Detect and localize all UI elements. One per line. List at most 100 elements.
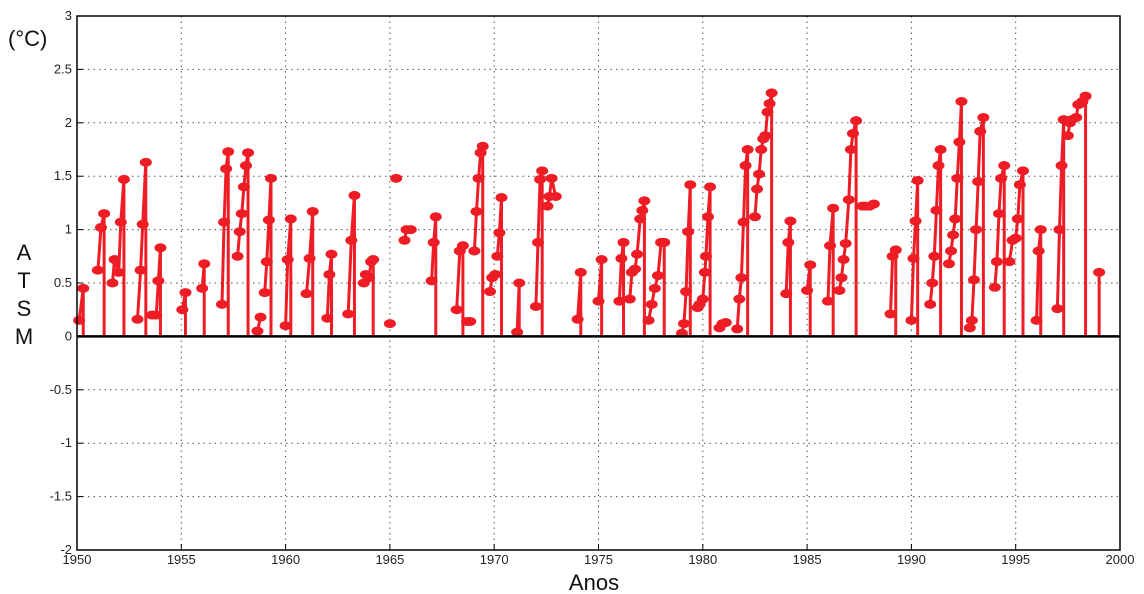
data-point <box>112 267 125 277</box>
data-point <box>574 267 587 277</box>
series-line <box>947 101 963 265</box>
data-point <box>846 128 859 138</box>
data-point <box>974 126 987 136</box>
data-point <box>456 241 469 251</box>
y-tick-label: 1 <box>65 222 72 237</box>
data-point <box>837 255 850 265</box>
data-point <box>491 251 504 261</box>
data-point <box>704 182 717 192</box>
data-point <box>631 249 644 259</box>
series-line <box>111 179 126 284</box>
data-point <box>260 257 273 267</box>
data-point <box>967 275 980 285</box>
x-tick-label: 1975 <box>584 552 613 567</box>
data-point <box>73 315 86 325</box>
data-point <box>784 216 797 226</box>
data-point <box>821 296 834 306</box>
data-point <box>804 260 817 270</box>
data-point <box>233 227 246 237</box>
data-point <box>949 214 962 224</box>
series-line <box>1055 119 1066 309</box>
data-point <box>1053 225 1066 235</box>
series-line <box>545 176 558 207</box>
data-point <box>907 253 920 263</box>
data-point <box>300 289 313 299</box>
data-point <box>884 309 897 319</box>
series-line <box>515 282 521 333</box>
data-point <box>279 321 292 331</box>
data-point <box>924 299 937 309</box>
data-point <box>719 318 732 328</box>
data-point <box>945 246 958 256</box>
data-point <box>218 217 231 227</box>
data-point <box>114 217 127 227</box>
y-axis-label-letter: T <box>17 268 30 293</box>
y-tick-label: -2 <box>60 542 72 557</box>
data-point <box>262 215 275 225</box>
data-point <box>468 246 481 256</box>
data-point <box>1034 225 1047 235</box>
grid-lines <box>77 16 1120 550</box>
data-point <box>472 173 485 183</box>
data-point <box>390 173 403 183</box>
x-axis-label: Anos <box>569 570 619 594</box>
data-point <box>763 99 776 109</box>
data-point <box>678 319 691 329</box>
data-point <box>942 259 955 269</box>
data-point <box>926 278 939 288</box>
data-point <box>638 196 651 206</box>
data-point <box>911 175 924 185</box>
data-point <box>242 148 255 158</box>
data-point <box>231 251 244 261</box>
data-point <box>98 209 111 219</box>
data-point <box>623 294 636 304</box>
data-point <box>636 205 649 215</box>
data-point <box>196 283 209 293</box>
data-point <box>77 283 90 293</box>
data-point <box>470 206 483 216</box>
data-point <box>281 255 294 265</box>
data-point <box>342 309 355 319</box>
data-point <box>731 324 744 334</box>
x-tick-label: 1950 <box>63 552 92 567</box>
data-point <box>934 145 947 154</box>
data-point <box>613 296 626 306</box>
y-axis-label-letter: M <box>15 324 33 349</box>
data-point <box>733 294 746 304</box>
data-point <box>571 314 584 324</box>
data-point <box>1093 267 1106 277</box>
data-point <box>383 319 396 329</box>
data-point <box>254 312 267 322</box>
data-point <box>235 209 248 219</box>
data-point <box>534 174 547 184</box>
data-point <box>928 251 941 261</box>
series-line <box>263 178 273 293</box>
data-point <box>150 310 163 320</box>
data-point <box>993 209 1006 219</box>
data-point <box>1011 214 1024 224</box>
data-point <box>323 269 336 279</box>
data-point <box>990 257 1003 267</box>
x-tick-label: 1980 <box>688 552 717 567</box>
data-point <box>154 243 167 253</box>
series-line <box>576 272 583 320</box>
data-point <box>930 205 943 215</box>
data-point <box>909 216 922 226</box>
data-point <box>215 299 228 309</box>
data-point <box>651 271 664 281</box>
data-point <box>951 173 964 183</box>
data-point <box>532 237 545 247</box>
data-point <box>801 285 814 295</box>
data-point <box>759 131 772 141</box>
series-line <box>968 117 985 329</box>
data-point <box>844 145 857 154</box>
data-point <box>545 173 558 183</box>
plot-frame <box>76 15 1121 551</box>
x-tick-label: 1960 <box>271 552 300 567</box>
data-point <box>220 164 233 174</box>
data-point <box>1003 257 1016 267</box>
data-point <box>476 141 489 151</box>
data-point <box>645 299 658 309</box>
data-point <box>1013 180 1026 190</box>
